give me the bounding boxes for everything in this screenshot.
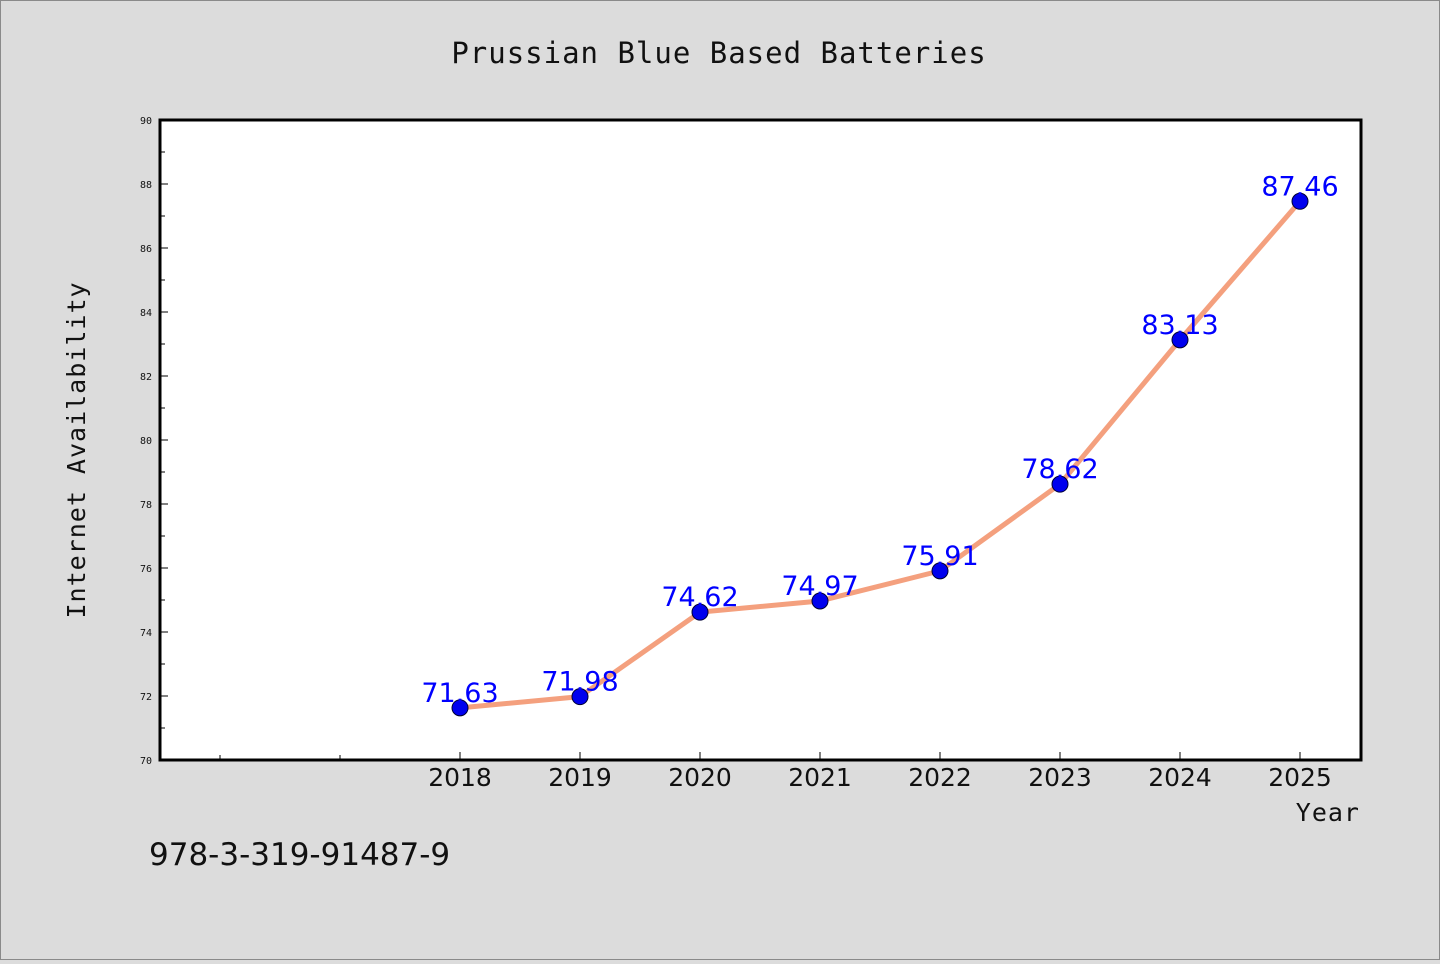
y-tick-label: 82 [140, 372, 152, 383]
y-tick-label: 78 [140, 500, 152, 511]
series-line [457, 198, 1303, 711]
chart-title: Prussian Blue Based Batteries [451, 36, 986, 70]
data-point [1051, 475, 1069, 493]
data-point [931, 562, 949, 580]
data-label: 71.63 [421, 678, 498, 709]
data-point [1171, 331, 1189, 349]
x-tick-label: 2018 [428, 763, 492, 792]
y-tick-label: 84 [140, 308, 152, 319]
minor-ticks [160, 151, 341, 760]
footer-text: 978-3-319-91487-9 [149, 837, 450, 873]
x-tick-label: 2024 [1148, 763, 1212, 792]
y-tick-label: 76 [140, 564, 152, 575]
data-point [811, 592, 829, 610]
data-labels: 71.63 71.98 74.62 74.97 75.91 78.62 83.13 87.46 [421, 171, 1338, 709]
x-tick-label: 2023 [1028, 763, 1092, 792]
x-tick-label: 2019 [548, 763, 612, 792]
data-point [1291, 192, 1309, 210]
x-tick-label: 2025 [1268, 763, 1332, 792]
y-tick-label: 88 [140, 180, 152, 191]
data-point [451, 699, 469, 717]
x-tick-label: 2022 [908, 763, 972, 792]
y-tick-label: 74 [140, 628, 152, 639]
data-point [691, 603, 709, 621]
x-axis: 2018 2019 2020 2021 2022 2023 2024 2025 [428, 752, 1332, 792]
x-tick-label: 2020 [668, 763, 732, 792]
data-label: 83.13 [1141, 310, 1218, 341]
x-tick-label: 2021 [788, 763, 852, 792]
x-axis-label: Year [1296, 798, 1360, 827]
data-label: 87.46 [1261, 171, 1338, 202]
data-point [571, 688, 589, 706]
y-axis: 70 72 74 76 78 80 82 84 86 88 90 [140, 116, 168, 767]
data-label: 74.97 [781, 571, 858, 602]
series-markers [451, 192, 1309, 717]
data-label: 74.62 [661, 582, 738, 613]
data-label: 71.98 [541, 667, 618, 698]
y-tick-label: 72 [140, 692, 152, 703]
series-line-path [457, 198, 1303, 711]
y-tick-label: 90 [140, 116, 152, 127]
y-tick-label: 80 [140, 436, 152, 447]
y-tick-label: 86 [140, 244, 152, 255]
data-label: 78.62 [1021, 454, 1098, 485]
plot-area [158, 118, 1363, 762]
y-axis-label: Internet Availability [62, 281, 91, 618]
y-tick-label: 70 [140, 756, 152, 767]
data-label: 75.91 [901, 541, 978, 572]
